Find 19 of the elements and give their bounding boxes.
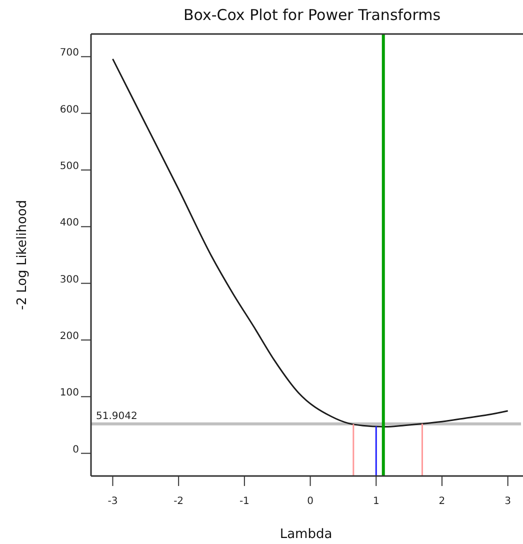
x-tick-label: 0 — [307, 496, 314, 507]
x-axis-title: Lambda — [280, 527, 332, 542]
y-tick-label: 200 — [60, 331, 79, 342]
y-tick-label: 500 — [60, 161, 79, 172]
y-tick-label: 600 — [60, 104, 79, 116]
chart-title: Box-Cox Plot for Power Transforms — [183, 6, 441, 24]
x-tick-label: 1 — [372, 496, 380, 507]
x-tick-label: -3 — [108, 496, 118, 507]
y-tick-label: 300 — [60, 274, 79, 286]
x-tick-label: -1 — [239, 496, 250, 507]
y-tick-label: 0 — [72, 444, 79, 456]
ref-line-label: 51.9042 — [96, 410, 138, 422]
y-tick-label: 400 — [60, 218, 79, 229]
y-axis-title: -2 Log Likelihood — [15, 200, 30, 310]
y-tick-label: 100 — [60, 388, 79, 399]
x-tick-label: -2 — [174, 496, 184, 507]
x-tick-label: 2 — [438, 496, 446, 507]
y-tick-label: 700 — [60, 48, 79, 59]
x-tick-label: 3 — [504, 496, 512, 507]
